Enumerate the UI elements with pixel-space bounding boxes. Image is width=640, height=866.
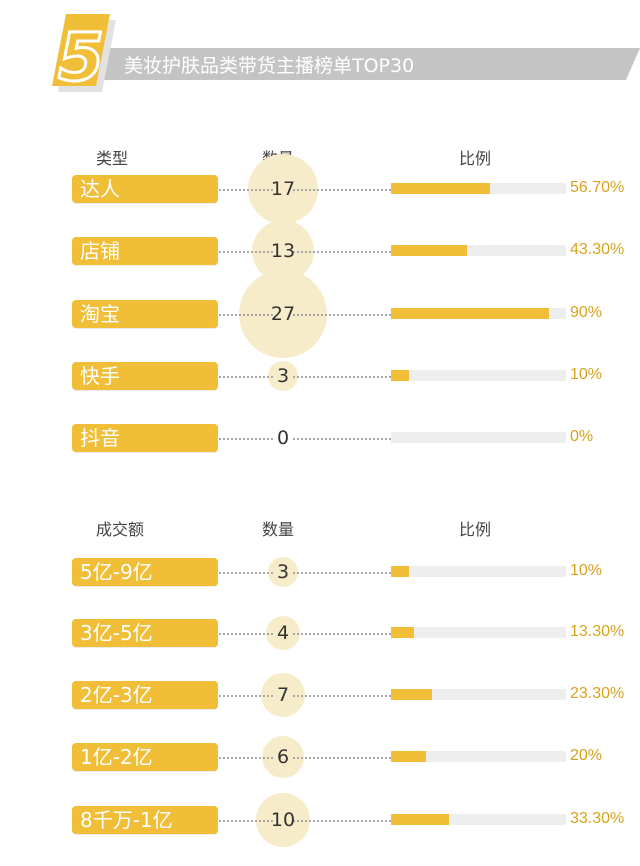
ratio-bar (391, 370, 409, 381)
ratio-label: 0% (570, 428, 594, 445)
header-bar (100, 48, 640, 80)
leader-line (293, 572, 391, 574)
ratio-track (391, 432, 566, 443)
col-header-count-2: 数量 (262, 520, 295, 539)
category-label: 淘宝 (72, 300, 218, 328)
ratio-bar (391, 566, 409, 577)
leader-line (219, 376, 273, 378)
category-label: 快手 (72, 362, 218, 390)
leader-line (293, 633, 391, 635)
ratio-track (391, 814, 566, 825)
ratio-track (391, 751, 566, 762)
ratio-bar (391, 814, 450, 825)
badge (52, 14, 110, 86)
leader-line (293, 695, 391, 697)
ratio-bar (391, 183, 491, 194)
ratio-label: 13.30% (570, 623, 625, 640)
leader-line (219, 572, 273, 574)
header-banner: 5 美妆护肤品类带货主播榜单TOP30 (52, 14, 640, 98)
ratio-label: 10% (570, 562, 603, 579)
ratio-label: 90% (570, 304, 603, 321)
ratio-track (391, 627, 566, 638)
ratio-label: 43.30% (570, 241, 625, 258)
leader-line (219, 695, 273, 697)
category-label: 达人 (72, 175, 218, 203)
ratio-bar (391, 308, 549, 319)
ratio-bar (391, 627, 415, 638)
ratio-label: 20% (570, 747, 603, 764)
count-value: 4 (276, 622, 290, 644)
ratio-label: 56.70% (570, 179, 625, 196)
count-value: 0 (273, 426, 293, 450)
leader-line (219, 314, 273, 316)
ratio-track (391, 689, 566, 700)
leader-line (219, 251, 273, 253)
ratio-track (391, 370, 566, 381)
ratio-label: 33.30% (570, 810, 625, 827)
page-title: 美妆护肤品类带货主播榜单TOP30 (124, 55, 414, 77)
badge-number: 5 (58, 19, 104, 96)
leader-line (293, 820, 391, 822)
category-label: 抖音 (72, 424, 218, 452)
ratio-track (391, 566, 566, 577)
ratio-bar (391, 689, 432, 700)
leader-line (293, 757, 391, 759)
count-value: 10 (270, 809, 296, 831)
leader-line (219, 633, 273, 635)
leader-line (219, 189, 273, 191)
ratio-bar (391, 751, 426, 762)
ratio-track (391, 183, 566, 194)
ratio-label: 23.30% (570, 685, 625, 702)
leader-line (293, 189, 391, 191)
count-value: 17 (270, 178, 296, 200)
ratio-bar (391, 245, 467, 256)
count-value: 13 (270, 240, 296, 262)
count-value: 3 (276, 561, 290, 583)
category-label: 5亿-9亿 (72, 558, 218, 586)
col-header-amount: 成交额 (96, 520, 145, 539)
col-header-ratio: 比例 (459, 149, 492, 168)
count-value: 7 (276, 684, 290, 706)
leader-line (293, 251, 391, 253)
category-label: 3亿-5亿 (72, 619, 218, 647)
ratio-track (391, 308, 566, 319)
leader-line (219, 438, 273, 440)
leader-line (293, 438, 391, 440)
category-label: 店铺 (72, 237, 218, 265)
ratio-track (391, 245, 566, 256)
leader-line (293, 376, 391, 378)
col-header-ratio-2: 比例 (459, 520, 492, 539)
leader-line (219, 757, 273, 759)
leader-line (219, 820, 273, 822)
count-value: 3 (276, 365, 290, 387)
count-value: 6 (276, 746, 290, 768)
count-value: 27 (270, 303, 296, 325)
col-header-type: 类型 (96, 149, 129, 168)
category-label: 2亿-3亿 (72, 681, 218, 709)
category-label: 8千万-1亿 (72, 806, 218, 834)
ratio-label: 10% (570, 366, 603, 383)
category-label: 1亿-2亿 (72, 743, 218, 771)
leader-line (293, 314, 391, 316)
